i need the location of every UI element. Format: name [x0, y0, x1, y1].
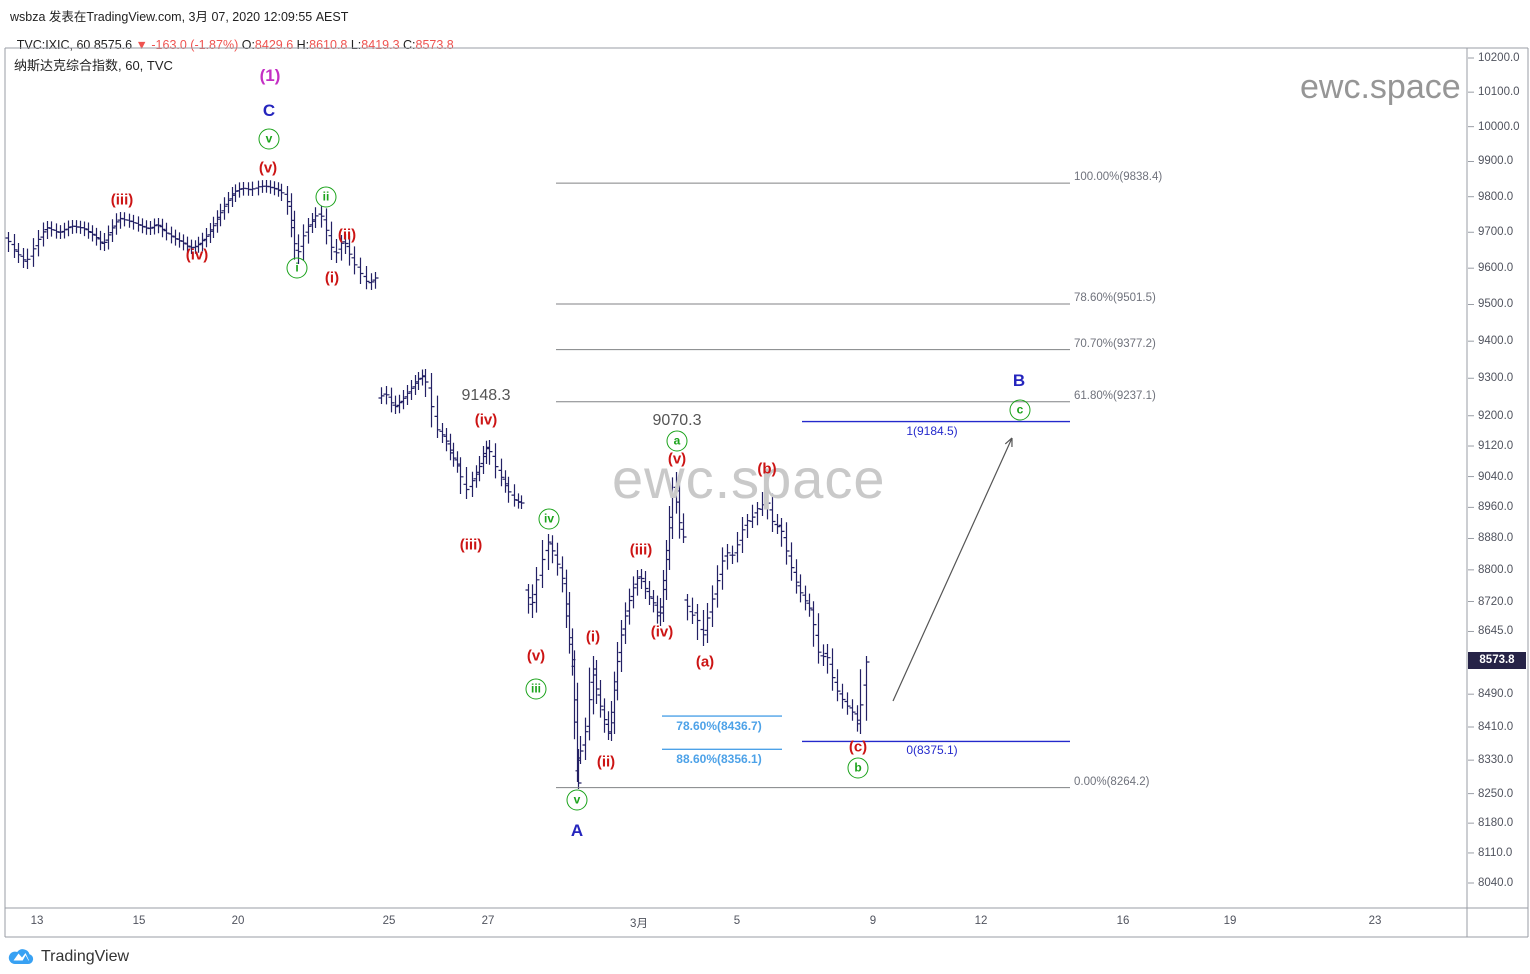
price-axis-label: 9700.0: [1478, 226, 1514, 239]
wave-label-c[interactable]: c: [1009, 399, 1031, 421]
wave-label-iii[interactable]: (iii): [459, 536, 483, 554]
time-axis-label: 27: [481, 915, 495, 927]
wave-label-C[interactable]: C: [262, 101, 276, 120]
wave-label-ii[interactable]: (ii): [337, 226, 357, 244]
wave-label-iv[interactable]: (iv): [474, 411, 498, 429]
wave-label-iv[interactable]: (iv): [185, 246, 209, 264]
ohlc-bars-segment-2: [525, 534, 582, 789]
wave-label-iii[interactable]: (iii): [110, 191, 134, 209]
last-price-badge: 8573.8: [1468, 652, 1526, 669]
time-axis-label: 16: [1116, 915, 1130, 927]
price-axis-label: 9120.0: [1478, 440, 1514, 453]
price-axis-label: 8410.0: [1478, 721, 1514, 733]
time-axis-label: 5: [733, 915, 741, 927]
price-axis-label: 9500.0: [1478, 298, 1514, 311]
price-axis-label: 8720.0: [1478, 595, 1514, 608]
time-axis-label: 13: [30, 915, 44, 927]
wave-label-a[interactable]: a: [666, 430, 688, 452]
wave-label-v[interactable]: (v): [667, 450, 687, 468]
price-axis-label: 8040.0: [1478, 877, 1514, 889]
price-axis-label: 8645.0: [1478, 625, 1514, 638]
price-note[interactable]: 9148.3: [461, 387, 511, 404]
time-axis-label: 20: [231, 915, 245, 927]
price-axis-label: 9200.0: [1478, 409, 1514, 422]
wave-label-b[interactable]: b: [847, 757, 869, 779]
ohlc-bars-segment-3: [577, 472, 687, 764]
wave-label-1[interactable]: (1): [259, 66, 281, 85]
wave-label-i[interactable]: (i): [324, 269, 340, 287]
wave-label-i[interactable]: i: [286, 257, 308, 279]
ohlc-bars-segment-1: [378, 369, 525, 509]
time-axis-label: 15: [132, 915, 146, 927]
wave-label-B[interactable]: B: [1012, 371, 1026, 390]
ohlc-bars-segment-0: [5, 180, 379, 290]
wave-label-v[interactable]: (v): [526, 647, 546, 665]
price-axis-label: 8180.0: [1478, 817, 1514, 830]
price-note[interactable]: 9070.3: [652, 412, 702, 429]
wave-label-b[interactable]: (b): [757, 460, 777, 478]
ohlc-bars-segment-4: [684, 489, 870, 734]
wave-label-ii[interactable]: (ii): [596, 753, 616, 771]
time-axis-label: 12: [974, 915, 988, 927]
price-axis-label: 8110.0: [1478, 846, 1513, 859]
time-axis-label: 23: [1368, 915, 1382, 927]
wave-label-iv[interactable]: iv: [538, 508, 560, 530]
wave-label-A[interactable]: A: [570, 821, 584, 840]
price-axis-label: 8250.0: [1478, 787, 1514, 800]
fib-gray-label: 100.00%(9838.4): [1074, 171, 1163, 184]
price-axis-label: 9040.0: [1478, 470, 1514, 483]
fib-blue-label: 78.60%(8436.7): [676, 719, 762, 734]
wave-label-a[interactable]: (a): [695, 653, 715, 671]
price-axis-label: 9600.0: [1478, 262, 1514, 275]
price-axis-label: 8490.0: [1478, 688, 1514, 701]
fib-gray-label: 0.00%(8264.2): [1074, 775, 1150, 788]
wave-label-c[interactable]: (c): [848, 738, 868, 756]
fib-gray-label: 70.70%(9377.2): [1074, 337, 1156, 350]
chart-frame: [4, 47, 1529, 938]
fib-gray-label: 78.60%(9501.5): [1074, 291, 1156, 304]
fib-ext-label: 0(8375.1): [906, 743, 958, 758]
price-axis-label: 8960.0: [1478, 501, 1514, 514]
fib-ext-label: 1(9184.5): [906, 423, 958, 438]
price-axis-label: 10000.0: [1478, 120, 1520, 133]
price-axis-label: 8330.0: [1478, 754, 1514, 767]
time-axis-label: 19: [1223, 915, 1237, 927]
price-axis-label: 10100.0: [1478, 86, 1520, 99]
time-axis-label: 3月: [630, 918, 648, 930]
ohlc-label: L:: [350, 38, 362, 52]
wave-label-v[interactable]: v: [566, 789, 588, 811]
price-axis-label: 9800.0: [1478, 190, 1514, 203]
fib-blue-label: 88.60%(8356.1): [676, 752, 762, 767]
time-axis-label: 9: [869, 915, 877, 927]
projection-arrow[interactable]: [892, 437, 1013, 702]
price-axis-label: 9900.0: [1478, 155, 1514, 168]
watermark-center: ewc.space: [612, 447, 886, 510]
price-axis-label: 10200.0: [1478, 52, 1520, 64]
projection-arrowhead-icon: [1004, 437, 1013, 448]
wave-label-v[interactable]: (v): [258, 159, 278, 177]
wave-label-v[interactable]: v: [258, 128, 280, 150]
chart-legend-title: 纳斯达克综合指数, 60, TVC: [14, 58, 173, 73]
fib-gray-label: 61.80%(9237.1): [1074, 389, 1156, 402]
price-axis-label: 8880.0: [1478, 532, 1514, 545]
wave-label-iii[interactable]: iii: [525, 678, 547, 700]
tradingview-logo[interactable]: TradingView: [8, 944, 228, 970]
published-byline: wsbza 发表在TradingView.com, 3月 07, 2020 12…: [10, 10, 349, 24]
price-axis-label: 9400.0: [1478, 335, 1514, 348]
price-axis-label: 8800.0: [1478, 563, 1514, 576]
wave-label-i[interactable]: (i): [585, 628, 601, 646]
tradingview-cloud-icon: [8, 949, 34, 965]
watermark-corner: ewc.space: [1300, 68, 1461, 106]
price-axis-label: 9300.0: [1478, 372, 1514, 385]
wave-label-ii[interactable]: ii: [315, 186, 337, 208]
wave-label-iv[interactable]: (iv): [650, 623, 674, 641]
tradingview-logo-text: TradingView: [41, 948, 130, 965]
time-axis-label: 25: [382, 915, 396, 927]
wave-label-iii[interactable]: (iii): [629, 541, 653, 559]
